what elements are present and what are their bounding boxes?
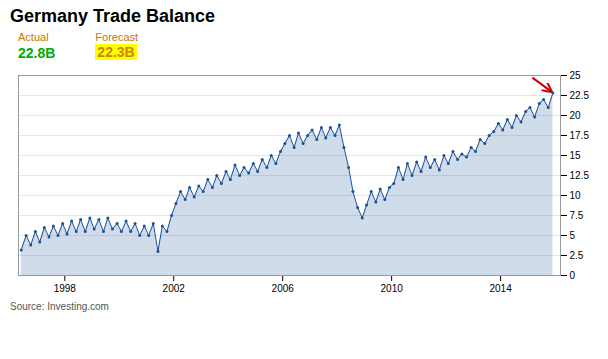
html-text:Actual: Actual [18, 31, 49, 43]
svg-text:20: 20 [570, 110, 582, 121]
html-text:Forecast: Forecast [95, 31, 139, 43]
svg-text:2014: 2014 [489, 283, 512, 294]
svg-text:25: 25 [570, 70, 582, 81]
svg-text:10: 10 [570, 190, 582, 201]
svg-text:7.5: 7.5 [570, 210, 584, 221]
svg-text:2006: 2006 [272, 283, 295, 294]
html-text:Germany Trade Balance: Germany Trade Balance [10, 6, 216, 26]
svg-text:1998: 1998 [54, 283, 77, 294]
svg-text:2010: 2010 [381, 283, 404, 294]
svg-text:22.5: 22.5 [570, 90, 590, 101]
svg-text:2002: 2002 [163, 283, 186, 294]
svg-text:0: 0 [570, 270, 576, 281]
html-text:22.8B: 22.8B [18, 45, 56, 61]
html-text:Source: Investing.com: Source: Investing.com [10, 301, 109, 312]
svg-text:15: 15 [570, 150, 582, 161]
html-text:22.3B: 22.3B [97, 44, 135, 60]
svg-text:5: 5 [570, 230, 576, 241]
svg-text:2.5: 2.5 [570, 250, 584, 261]
svg-text:17.5: 17.5 [570, 130, 590, 141]
svg-text:12.5: 12.5 [570, 170, 590, 181]
